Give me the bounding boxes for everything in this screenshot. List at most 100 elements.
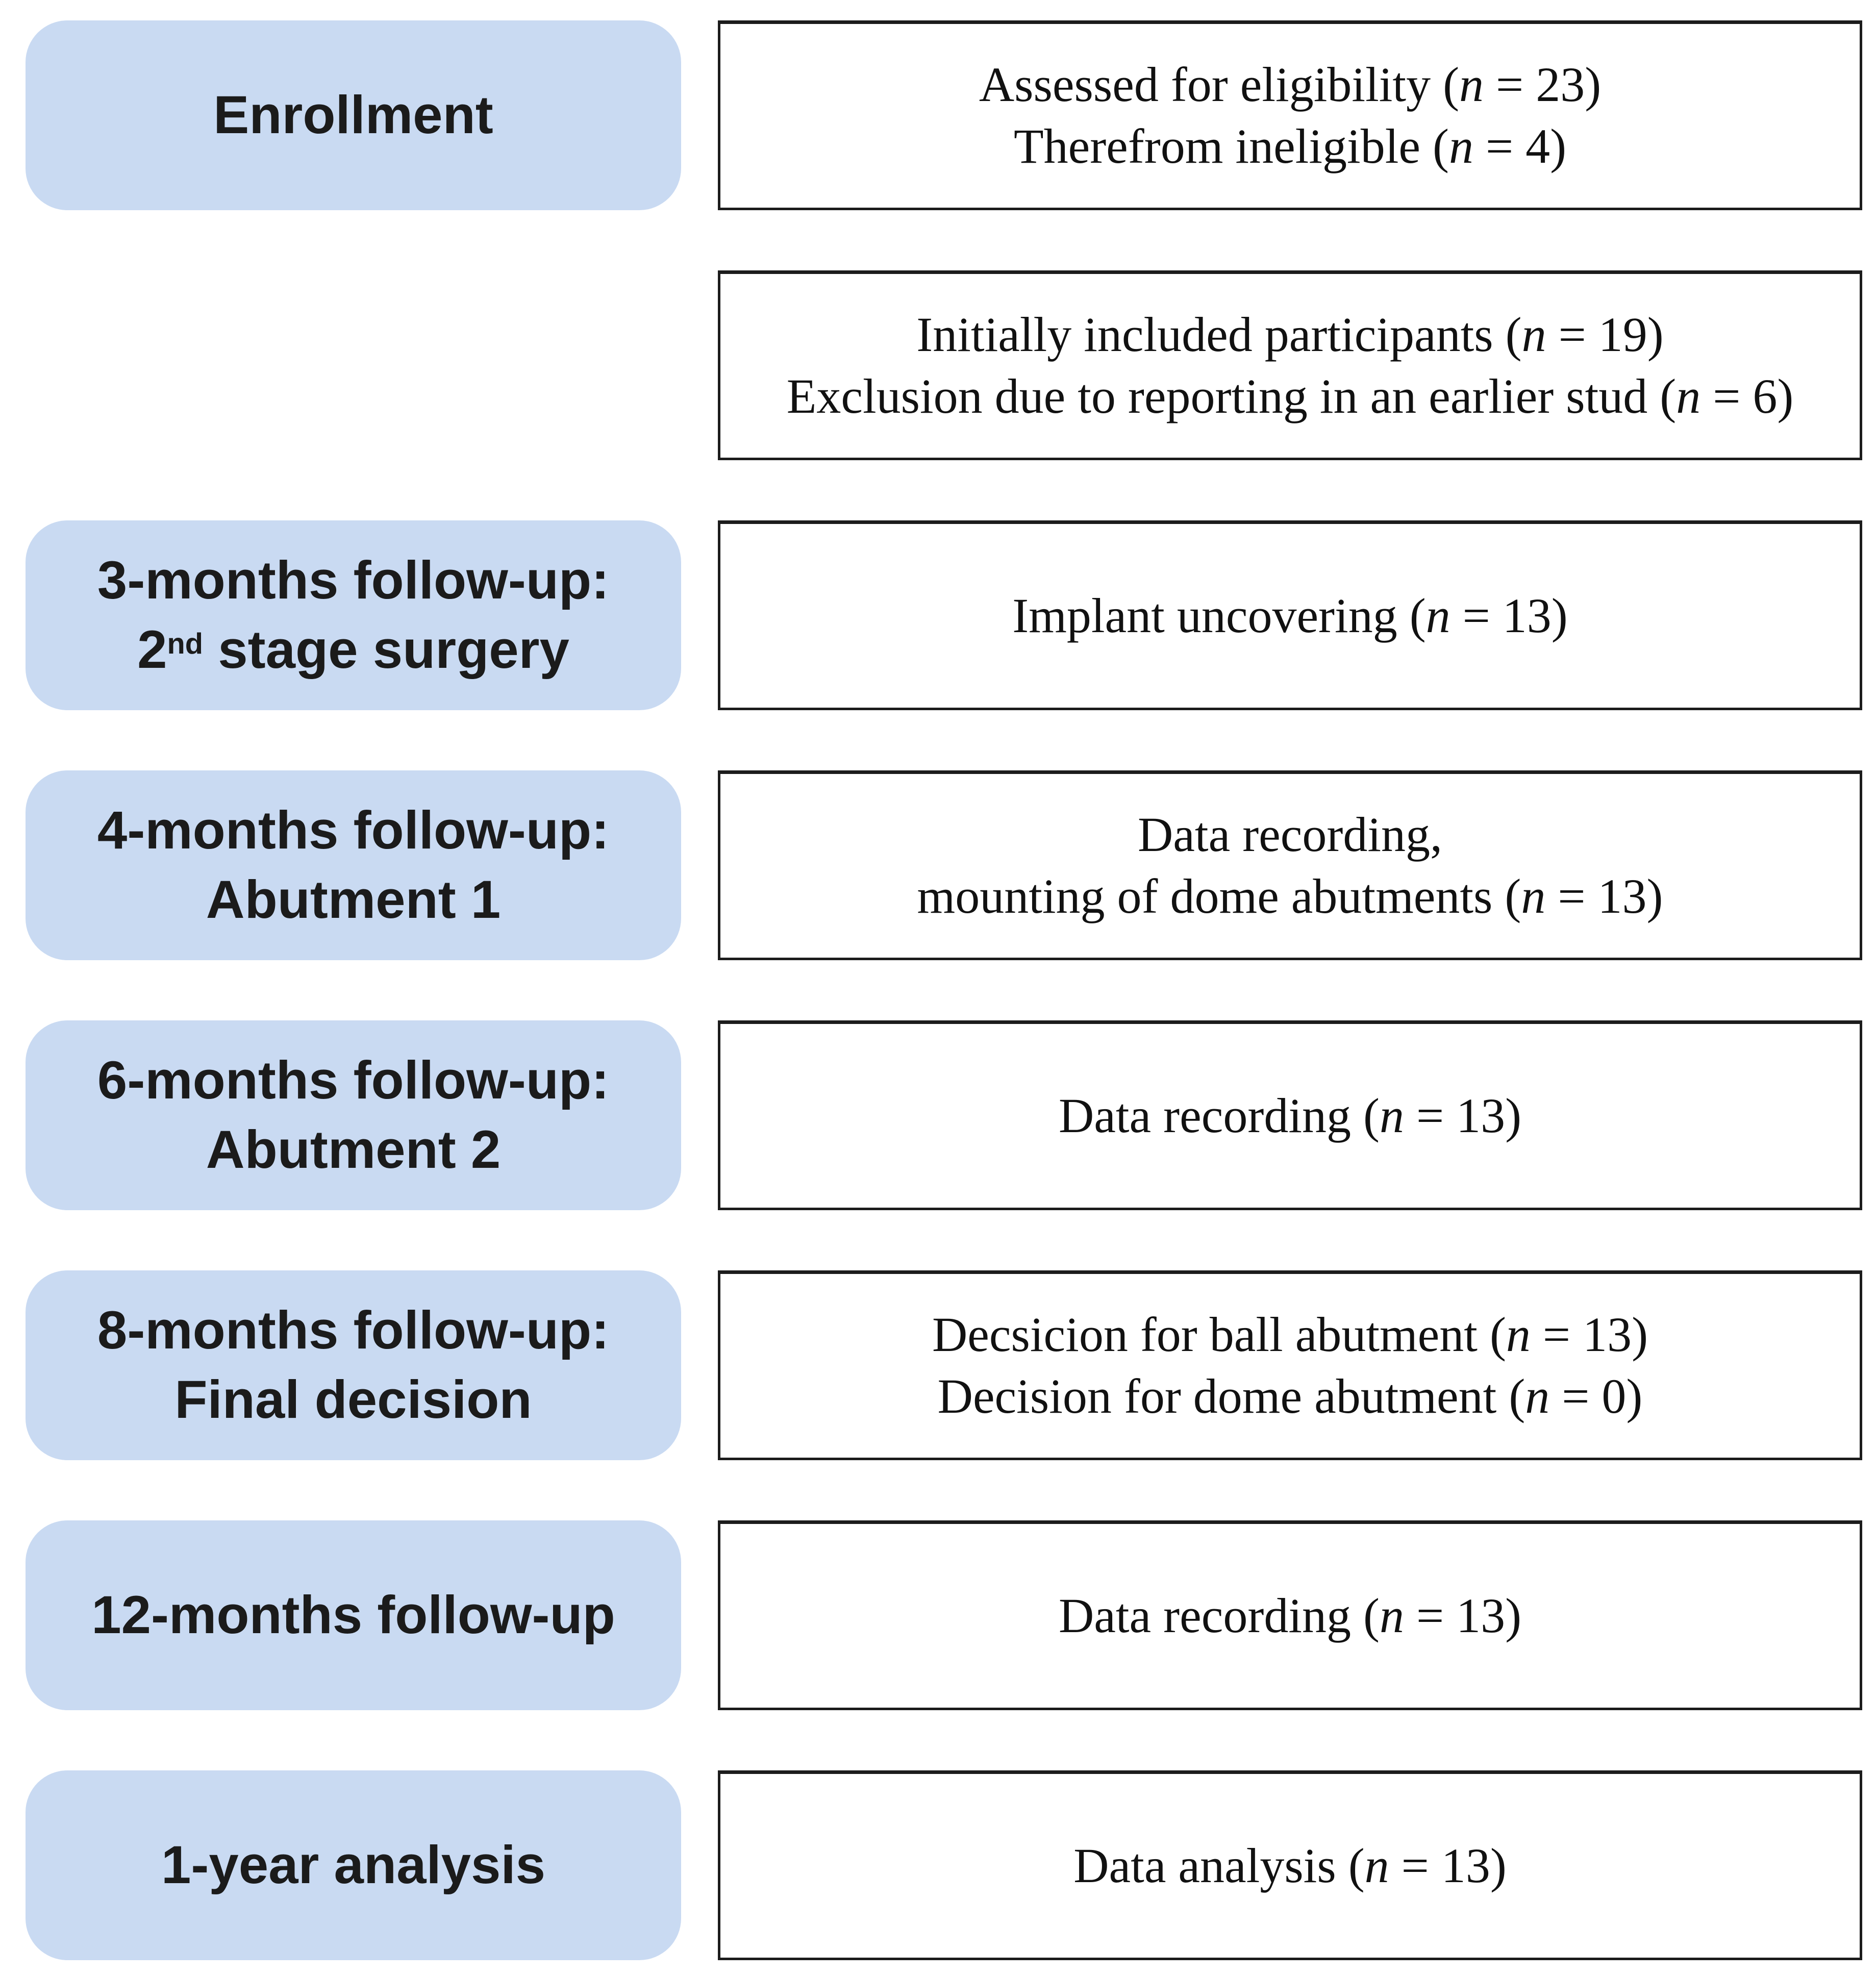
text-segment: Decsicion for ball abutment ( — [932, 1307, 1506, 1362]
text-segment: Data recording, — [1137, 807, 1443, 862]
detail-box-12-months-follow-up: Data recording (n = 13) — [718, 1520, 1862, 1710]
stage-label-line: 2nd stage surgery — [137, 615, 569, 685]
text-segment: Data recording ( — [1058, 1588, 1380, 1643]
column-gap — [681, 20, 718, 210]
italic-n-symbol: n — [1448, 119, 1473, 173]
detail-text-line: Exclusion due to reporting in an earlier… — [787, 366, 1794, 428]
stage-box-6-months-follow-up: 6-months follow-up: Abutment 2 — [26, 1020, 681, 1210]
stage-label-line: 1-year analysis — [161, 1831, 545, 1900]
italic-n-symbol: n — [1364, 1838, 1389, 1893]
text-segment: = 13) — [1389, 1838, 1507, 1893]
stage-label-line: 6-months follow-up: — [97, 1046, 609, 1116]
column-gap — [681, 1520, 718, 1710]
column-gap — [681, 520, 718, 710]
text-segment: = 6) — [1700, 369, 1794, 423]
text-segment: 4-months follow-up: — [97, 800, 610, 860]
text-segment: = 13) — [1545, 869, 1663, 923]
detail-text-line: Data recording (n = 13) — [1059, 1585, 1521, 1647]
text-segment: = 0) — [1549, 1369, 1643, 1423]
text-segment: mounting of dome abutments ( — [917, 869, 1521, 923]
text-segment: stage surgery — [203, 620, 569, 680]
stage-box-12-months-follow-up: 12-months follow-up — [26, 1520, 681, 1710]
detail-text-line: Decsicion for ball abutment (n = 13) — [932, 1304, 1648, 1366]
text-segment: Abutment 2 — [206, 1120, 501, 1180]
italic-n-symbol: n — [1676, 369, 1701, 423]
flow-row-12-months-follow-up: 12-months follow-up Data recording (n = … — [26, 1520, 1862, 1710]
text-segment: 2 — [137, 620, 167, 680]
flow-row-8-months-follow-up: 8-months follow-up: Final decision Decsic… — [26, 1270, 1862, 1460]
flow-row-1-year-analysis: 1-year analysis Data analysis (n = 13) — [26, 1770, 1862, 1960]
text-segment: = 13) — [1530, 1307, 1648, 1362]
detail-text-line: Implant uncovering (n = 13) — [1012, 585, 1568, 647]
text-segment: 12-months follow-up — [91, 1585, 615, 1645]
stage-box-empty — [26, 270, 681, 460]
text-segment: = 4) — [1473, 119, 1567, 173]
italic-n-symbol: n — [1525, 1369, 1550, 1423]
detail-text-line: Data recording, — [1138, 804, 1442, 866]
italic-n-symbol: n — [1521, 307, 1546, 362]
column-gap — [681, 770, 718, 960]
detail-text-line: mounting of dome abutments (n = 13) — [917, 866, 1663, 928]
text-segment: Abutment 1 — [206, 870, 501, 930]
detail-box-6-months-follow-up: Data recording (n = 13) — [718, 1020, 1862, 1210]
text-segment: 6-months follow-up: — [97, 1050, 610, 1110]
stage-box-8-months-follow-up: 8-months follow-up: Final decision — [26, 1270, 681, 1460]
column-gap — [681, 1020, 718, 1210]
detail-text-line: Initially included participants (n = 19) — [916, 304, 1663, 366]
stage-label-line: 3-months follow-up: — [97, 546, 609, 616]
detail-box-enrollment: Assessed for eligibility (n = 23) Therefr… — [718, 20, 1862, 210]
stage-box-4-months-follow-up: 4-months follow-up: Abutment 1 — [26, 770, 681, 960]
detail-box-4-months-follow-up: Data recording, mounting of dome abutment… — [718, 770, 1862, 960]
text-segment: 1-year analysis — [161, 1835, 546, 1895]
stage-label-line: 4-months follow-up: — [97, 796, 609, 866]
column-gap — [681, 270, 718, 460]
text-segment: 8-months follow-up: — [97, 1300, 610, 1360]
italic-n-symbol: n — [1506, 1307, 1531, 1362]
detail-box-1-year-analysis: Data analysis (n = 13) — [718, 1770, 1862, 1960]
italic-n-symbol: n — [1459, 57, 1484, 112]
stage-label-line: Enrollment — [213, 81, 493, 151]
detail-text-line: Decision for dome abutment (n = 0) — [938, 1366, 1643, 1428]
flow-row-enrollment: Enrollment Assessed for eligibility (n =… — [26, 20, 1862, 210]
flow-row-3-months-follow-up: 3-months follow-up: 2nd stage surgery Imp… — [26, 520, 1862, 710]
text-segment: Enrollment — [213, 85, 493, 145]
column-gap — [681, 1270, 718, 1460]
text-segment: 3-months follow-up: — [97, 550, 610, 610]
stage-label-line: Abutment 2 — [206, 1115, 501, 1185]
detail-text-line: Data analysis (n = 13) — [1073, 1835, 1507, 1897]
stage-label-line: 12-months follow-up — [91, 1581, 615, 1650]
text-segment: Data analysis ( — [1073, 1838, 1365, 1893]
text-segment: = 13) — [1450, 588, 1568, 643]
stage-label-line: Abutment 1 — [206, 865, 501, 935]
text-segment: = 13) — [1404, 1588, 1522, 1643]
italic-n-symbol: n — [1425, 588, 1450, 643]
italic-n-symbol: n — [1379, 1588, 1404, 1643]
flow-row-6-months-follow-up: 6-months follow-up: Abutment 2 Data recor… — [26, 1020, 1862, 1210]
stage-box-3-months-follow-up: 3-months follow-up: 2nd stage surgery — [26, 520, 681, 710]
stage-label-line: Final decision — [174, 1365, 532, 1435]
flow-row-initial-inclusion: Initially included participants (n = 19)… — [26, 270, 1862, 460]
italic-n-symbol: n — [1521, 869, 1546, 923]
stage-label-line: 8-months follow-up: — [97, 1296, 609, 1366]
text-segment: Initially included participants ( — [916, 307, 1522, 362]
stage-box-enrollment: Enrollment — [26, 20, 681, 210]
ordinal-suffix: nd — [167, 628, 204, 661]
text-segment: Final decision — [174, 1370, 532, 1430]
detail-text-line: Assessed for eligibility (n = 23) — [979, 54, 1601, 116]
detail-box-initial-inclusion: Initially included participants (n = 19)… — [718, 270, 1862, 460]
detail-text-line: Therefrom ineligible (n = 4) — [1014, 116, 1566, 178]
text-segment: Data recording ( — [1058, 1088, 1380, 1143]
text-segment: Decision for dome abutment ( — [937, 1369, 1525, 1423]
stage-box-1-year-analysis: 1-year analysis — [26, 1770, 681, 1960]
text-segment: Assessed for eligibility ( — [979, 57, 1460, 112]
italic-n-symbol: n — [1379, 1088, 1404, 1143]
flow-row-4-months-follow-up: 4-months follow-up: Abutment 1 Data recor… — [26, 770, 1862, 960]
text-segment: Implant uncovering ( — [1012, 588, 1426, 643]
text-segment: = 23) — [1484, 57, 1602, 112]
text-segment: = 13) — [1404, 1088, 1522, 1143]
column-gap — [681, 1770, 718, 1960]
detail-box-3-months-follow-up: Implant uncovering (n = 13) — [718, 520, 1862, 710]
text-segment: Therefrom ineligible ( — [1013, 119, 1449, 173]
text-segment: = 19) — [1546, 307, 1664, 362]
